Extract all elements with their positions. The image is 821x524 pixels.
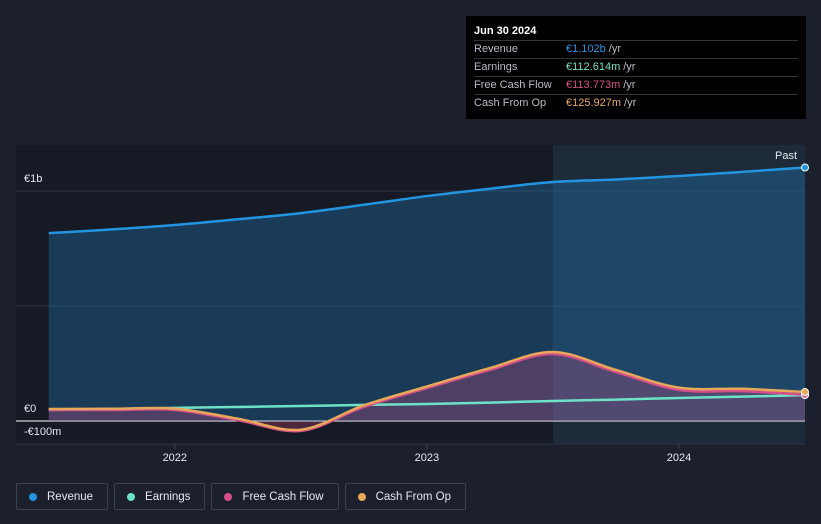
x-tick-label: 2024 [667,452,691,464]
tooltip-label: Free Cash Flow [474,79,552,91]
legend-swatch [224,492,233,501]
tooltip-value: €112.614m [566,61,621,73]
plot-background [16,145,553,444]
legend-swatch [29,492,37,501]
end-point [801,163,809,172]
tooltip-unit: /yr [624,97,637,109]
legend-swatch [357,492,366,501]
tooltip-label: Cash From Op [474,97,547,109]
tooltip-row: Cash From Op €125.927m/yr [474,95,798,112]
past-label: Past [775,150,797,162]
series-line [48,166,806,235]
tooltip-row: Revenue €1.102b/yr [474,41,798,59]
tooltip-unit: /yr [623,79,636,91]
legend-item[interactable]: Free Cash Flow [211,483,339,510]
legend-label: Cash From Op [375,490,452,503]
y-tick-label: €1b [24,173,42,185]
legend-item[interactable]: Earnings [114,483,206,510]
y-tick-label: -€100m [24,426,61,438]
legend-item[interactable]: Cash From Op [344,483,467,510]
tooltip-value: €113.773m [566,79,621,91]
tooltip: Jun 30 2024 Revenue €1.102b/yr Earnings €11… [466,16,806,119]
tooltip-unit: /yr [608,43,621,55]
tooltip-unit: /yr [623,61,636,73]
legend-label: Earnings [145,490,191,503]
tooltip-value: €1.102b [566,43,606,55]
legend-swatch [127,492,136,501]
tooltip-date: Jun 30 2024 [474,22,798,41]
area [48,354,806,432]
y-tick-label: €0 [24,403,36,415]
legend-label: Revenue [47,490,94,503]
legend-label: Free Cash Flow [242,490,324,503]
series-line [48,352,806,433]
area [48,167,806,421]
series-line [48,350,806,432]
x-tick-label: 2022 [163,452,187,464]
tooltip-label: Revenue [474,43,519,55]
tooltip-row: Earnings €112.614m/yr [474,59,798,77]
x-tick-label: 2023 [415,452,439,464]
tooltip-label: Earnings [474,61,518,73]
tooltip-row: Free Cash Flow €113.773m/yr [474,77,798,95]
tooltip-value: €125.927m [566,97,622,109]
legend: Revenue Earnings Free Cash Flow Cash From O… [16,483,467,510]
past-region [552,145,805,444]
end-point [801,388,809,397]
legend-item[interactable]: Revenue [16,483,109,510]
